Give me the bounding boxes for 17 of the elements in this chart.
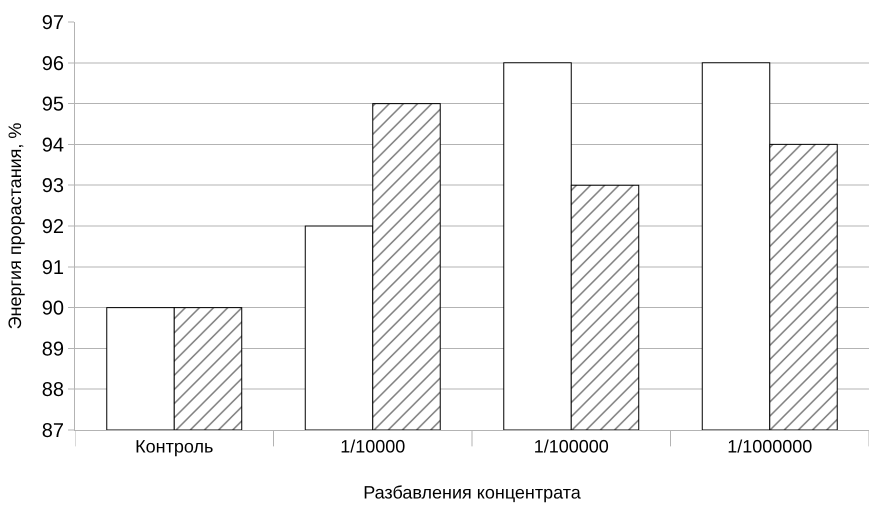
- y-tick-label: 97: [42, 12, 64, 34]
- y-tick-label: 91: [42, 256, 64, 279]
- y-tick-label: 96: [42, 52, 64, 75]
- x-tick-label: 1/10000: [340, 436, 406, 457]
- y-tick-label: 95: [42, 94, 64, 116]
- x-tick-label: 1/100000: [534, 436, 609, 457]
- y-tick-label: 89: [42, 338, 64, 360]
- y-axis-title: Энергия прорастания, %: [4, 122, 25, 330]
- y-tick-label: 90: [42, 298, 64, 320]
- x-axis-title: Разбавления концентрата: [363, 482, 582, 503]
- y-tick-label: 93: [42, 175, 64, 198]
- x-tick-label: Контроль: [135, 436, 214, 457]
- y-tick-label: 87: [42, 420, 64, 442]
- y-tick-label: 94: [42, 134, 64, 156]
- y-tick-label: 88: [42, 379, 64, 402]
- y-tick-label: 92: [42, 216, 64, 238]
- x-tick-label: 1/1000000: [727, 436, 812, 457]
